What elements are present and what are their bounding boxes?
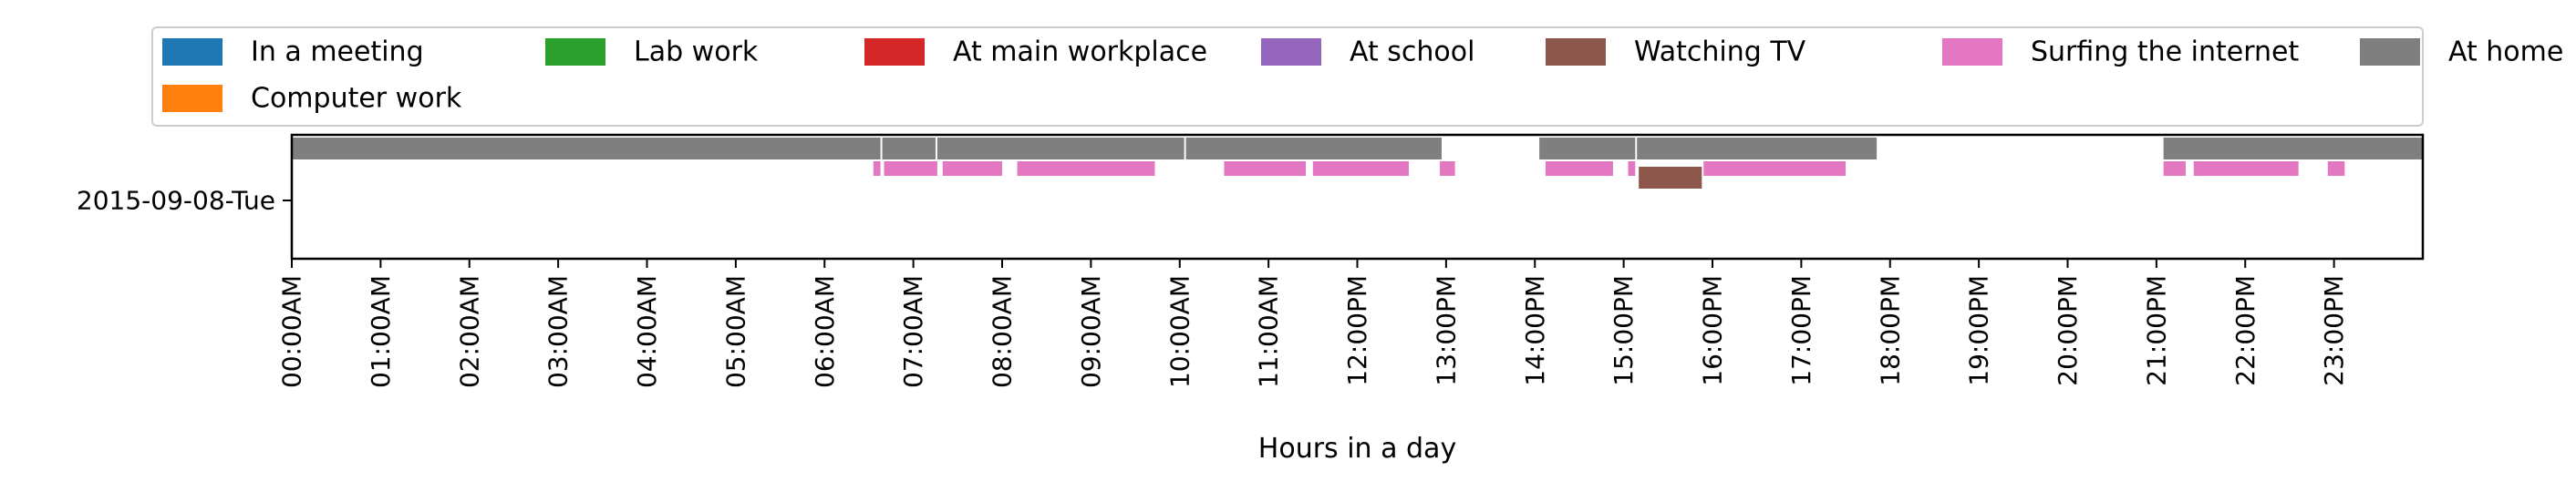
legend-swatch	[1942, 38, 2002, 66]
legend-swatch	[545, 38, 605, 66]
segment-at-home-4	[1539, 138, 1636, 159]
segment-surfing-the-internet-2	[942, 161, 1002, 176]
x-tick-label: 15:00PM	[1609, 275, 1639, 386]
x-tick-label: 00:00AM	[277, 275, 307, 388]
legend-label: In a meeting	[251, 36, 424, 68]
legend-label: At main workplace	[953, 36, 1207, 68]
segment-at-home-1	[882, 138, 936, 159]
segment-watching-tv-0	[1639, 167, 1702, 189]
x-tick-label: 17:00PM	[1786, 275, 1816, 386]
segment-surfing-the-internet-1	[884, 161, 937, 176]
x-tick-label: 12:00PM	[1342, 275, 1372, 386]
y-tick-label: 2015-09-08-Tue	[77, 186, 275, 216]
segment-at-home-0	[292, 138, 881, 159]
segment-surfing-the-internet-8	[1628, 161, 1636, 176]
x-tick-label: 01:00AM	[366, 275, 396, 388]
x-tick-label: 21:00PM	[2141, 275, 2171, 386]
x-tick-label: 10:00AM	[1164, 275, 1195, 388]
x-tick-label: 22:00PM	[2230, 275, 2260, 386]
x-tick-label: 08:00AM	[988, 275, 1018, 388]
segment-surfing-the-internet-7	[1545, 161, 1613, 176]
legend-swatch	[1261, 38, 1321, 66]
x-tick-label: 07:00AM	[898, 275, 928, 388]
segment-surfing-the-internet-3	[1017, 161, 1155, 176]
legend-label: Lab work	[634, 36, 759, 68]
legend-swatch	[864, 38, 925, 66]
x-tick-label: 11:00AM	[1254, 275, 1284, 388]
x-tick-label: 13:00PM	[1431, 275, 1461, 386]
x-tick-label: 03:00AM	[543, 275, 574, 388]
segment-surfing-the-internet-5	[1312, 161, 1409, 176]
segment-surfing-the-internet-10	[2163, 161, 2186, 176]
segment-at-home-3	[1185, 138, 1443, 159]
segment-at-home-5	[1637, 138, 1878, 159]
x-tick-label: 18:00PM	[1875, 275, 1905, 386]
x-tick-label: 04:00AM	[632, 275, 662, 388]
legend-swatch	[1546, 38, 1606, 66]
segment-at-home-6	[2163, 138, 2423, 159]
activity-marks	[292, 138, 2423, 189]
x-tick-label: 14:00PM	[1520, 275, 1550, 386]
legend-box	[151, 26, 2424, 127]
segment-surfing-the-internet-12	[2327, 161, 2345, 176]
segment-at-home-2	[936, 138, 1185, 159]
legend-label: At school	[1350, 36, 1474, 68]
x-tick-label: 05:00AM	[720, 275, 750, 388]
legend-swatch	[162, 38, 222, 66]
legend: In a meeting Lab work At main workplace At …	[151, 26, 2563, 127]
segment-surfing-the-internet-9	[1703, 161, 1847, 176]
legend-label: Surfing the internet	[2031, 36, 2299, 68]
segment-surfing-the-internet-6	[1440, 161, 1455, 176]
x-tick-label: 19:00PM	[1964, 275, 1994, 386]
x-tick-label: 06:00AM	[810, 275, 840, 388]
x-tick-label: 23:00PM	[2319, 275, 2349, 386]
x-tick-label: 16:00PM	[1698, 275, 1728, 386]
legend-label: Computer work	[251, 83, 462, 115]
x-tick-label: 20:00PM	[2053, 275, 2083, 386]
legend-swatch	[2360, 38, 2420, 66]
segment-surfing-the-internet-11	[2193, 161, 2299, 176]
x-axis: 00:00AM 01:00AM 02:00AM 03:00AM 04:00AM 05:00…	[277, 259, 2349, 388]
x-axis-title: Hours in a day	[1258, 433, 1456, 465]
legend-swatch	[162, 85, 222, 112]
segment-surfing-the-internet-4	[1224, 161, 1307, 176]
segment-surfing-the-internet-0	[873, 161, 881, 176]
x-tick-label: 02:00AM	[454, 275, 484, 388]
legend-label: Watching TV	[1634, 36, 1806, 68]
x-tick-label: 09:00AM	[1076, 275, 1106, 388]
y-axis: 2015-09-08-Tue	[77, 186, 292, 216]
legend-label: At home	[2448, 36, 2563, 68]
